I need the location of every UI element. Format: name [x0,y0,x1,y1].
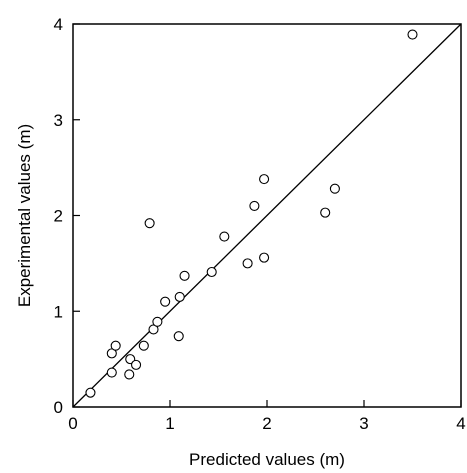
data-point [85,387,96,398]
x-tick-label: 4 [456,414,465,433]
axis-ticks [72,23,462,408]
data-point [174,291,185,302]
data-point [320,207,331,218]
y-tick-label: 4 [54,15,63,34]
data-point [259,252,270,263]
plot-area [72,23,462,408]
y-tick-label: 1 [54,302,63,321]
y-tick-label: 3 [54,111,63,130]
data-point [110,340,121,351]
identity-reference-line [72,23,462,408]
data-point [131,359,142,370]
data-points [85,29,418,398]
x-axis-title: Predicted values (m) [189,450,345,469]
y-tick-label: 2 [54,207,63,226]
data-point [407,29,418,40]
data-point [138,340,149,351]
data-point [152,316,163,327]
data-point [106,367,117,378]
data-point [160,296,171,307]
data-point [242,258,253,269]
data-point [124,369,135,380]
tick-labels: 0 1 2 3 4 0 1 2 3 4 [54,15,466,433]
x-tick-label: 0 [68,414,77,433]
data-point [179,270,190,281]
data-point [329,183,340,194]
y-axis-title: Experimental values (m) [15,124,34,307]
data-point [206,266,217,278]
x-tick-label: 3 [359,414,368,433]
data-point [249,200,260,211]
x-tick-label: 2 [262,414,271,433]
x-tick-label: 1 [165,414,174,433]
data-point [259,174,270,185]
y-tick-label: 0 [54,398,63,417]
data-point [173,331,184,342]
data-point [219,231,230,242]
data-point [144,218,155,229]
